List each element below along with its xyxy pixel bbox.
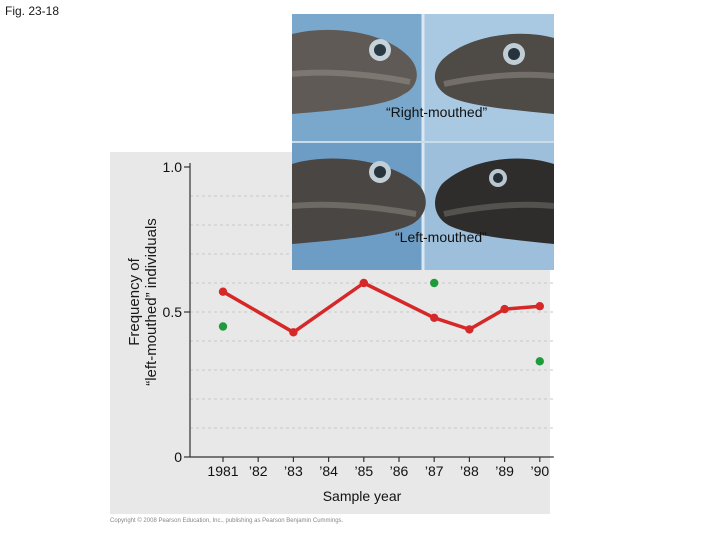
series-line-red xyxy=(222,281,540,335)
data-point-green xyxy=(218,322,228,331)
x-tick-label: ’88 xyxy=(460,463,479,479)
fish-head-bottom-right xyxy=(435,158,554,244)
data-point-red xyxy=(500,304,509,314)
x-tick-label: ’83 xyxy=(284,463,303,479)
x-tick-label: ’85 xyxy=(354,463,373,479)
fish-photo xyxy=(292,14,554,270)
figure-label: Fig. 23-18 xyxy=(5,4,60,18)
data-point-green xyxy=(535,357,544,366)
left-mouthed-caption: “Left-mouthed” xyxy=(395,229,487,245)
data-point-green xyxy=(430,278,439,288)
data-point-red xyxy=(359,278,368,288)
x-tick-label: ’90 xyxy=(530,463,549,479)
y-tick-label: 1.0 xyxy=(163,159,183,175)
y-tick-label: 0 xyxy=(174,449,182,465)
x-tick-label: 1981 xyxy=(207,463,238,479)
x-tick-label: ’86 xyxy=(390,463,409,479)
fish-illustration xyxy=(292,14,554,270)
data-point-red xyxy=(430,313,439,322)
y-axis-label-line-2: “left-mouthed” individuals xyxy=(143,218,160,386)
fish-head-top-right xyxy=(434,33,554,114)
data-point-red xyxy=(465,325,474,334)
x-tick-label: ’87 xyxy=(425,463,444,479)
copyright-notice: Copyright © 2008 Pearson Education, Inc.… xyxy=(110,518,344,524)
data-point-red xyxy=(218,287,228,296)
x-tick-label: ’89 xyxy=(495,463,514,479)
y-axis-label-line-1: Frequency of xyxy=(126,258,143,346)
y-tick-label: 0.5 xyxy=(163,304,183,320)
fish-head-bottom-left xyxy=(292,158,426,244)
right-mouthed-caption: “Right-mouthed” xyxy=(386,104,488,120)
data-point-red xyxy=(289,328,298,337)
data-point-red xyxy=(535,302,544,311)
fish-head-top-left xyxy=(292,29,417,114)
x-tick-label: ’82 xyxy=(249,463,268,479)
x-tick-label: ’84 xyxy=(319,463,338,479)
x-axis-label: Sample year xyxy=(323,488,402,504)
y-axis-label: Frequency of “left-mouthed” individuals xyxy=(126,152,160,452)
